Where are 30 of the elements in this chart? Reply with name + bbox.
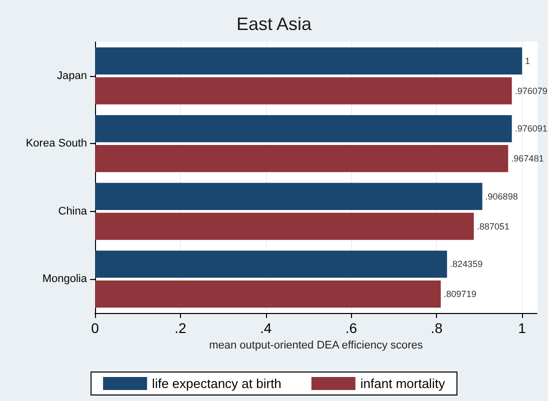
y-tick-label: Japan xyxy=(57,70,87,82)
bar xyxy=(95,77,512,104)
legend-label: infant mortality xyxy=(360,376,446,391)
bar xyxy=(95,250,448,278)
data-label: .887051 xyxy=(476,221,510,232)
data-label: .809719 xyxy=(444,289,476,300)
bar xyxy=(95,115,512,142)
data-label: .976079 xyxy=(514,86,548,96)
x-tick-label: .4 xyxy=(260,320,272,336)
y-tick-label: Mongolia xyxy=(42,273,88,286)
y-tick-label: China xyxy=(58,205,88,218)
x-tick-label: 1 xyxy=(518,320,526,336)
data-label: .967481 xyxy=(511,154,544,164)
x-tick-label: .6 xyxy=(345,320,358,336)
y-tick-label: Korea South xyxy=(26,138,87,150)
data-label: .906898 xyxy=(485,191,518,202)
bar xyxy=(95,212,474,240)
bar xyxy=(95,280,441,308)
x-tick-label: .8 xyxy=(430,320,443,336)
chart-title: East Asia xyxy=(236,14,313,34)
legend-label: life expectancy at birth xyxy=(152,376,282,391)
data-label: .976091 xyxy=(514,124,548,134)
bar xyxy=(95,182,482,210)
bar xyxy=(95,144,508,172)
x-axis-title: mean output-oriented DEA efficiency scores xyxy=(209,339,424,352)
x-tick-label: 0 xyxy=(91,320,100,336)
data-label: .824359 xyxy=(450,259,483,270)
bar xyxy=(95,47,522,75)
data-label: 1 xyxy=(525,56,530,66)
x-tick-label: .2 xyxy=(174,320,186,336)
